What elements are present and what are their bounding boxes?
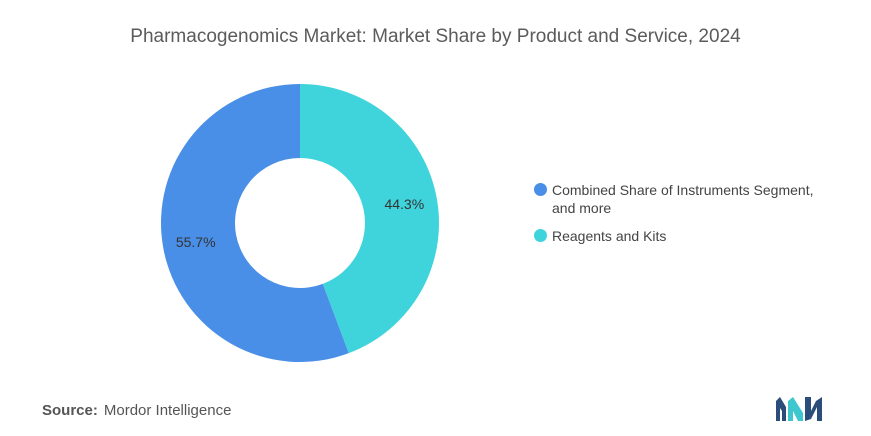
logo-left-part — [776, 397, 786, 421]
data-label-reagents: 44.3% — [384, 196, 424, 212]
legend-item-instruments[interactable]: Combined Share of Instruments Segment, a… — [534, 181, 834, 217]
donut-chart: 44.3% 55.7% — [161, 84, 440, 363]
legend-label-reagents: Reagents and Kits — [552, 228, 667, 244]
legend-swatch-reagents — [534, 229, 547, 242]
slice-instruments[interactable] — [161, 84, 349, 363]
source-key: Source: — [42, 402, 98, 419]
logo-right-part — [805, 397, 822, 421]
legend-swatch-instruments — [534, 183, 547, 196]
data-label-instruments: 55.7% — [176, 234, 216, 250]
slice-reagents[interactable] — [300, 84, 440, 354]
legend-label-instruments: Combined Share of Instruments Segment, a… — [552, 182, 814, 216]
logo-middle-part — [788, 397, 803, 421]
legend-item-reagents[interactable]: Reagents and Kits — [534, 227, 834, 245]
legend: Combined Share of Instruments Segment, a… — [534, 181, 834, 255]
source-value: Mordor Intelligence — [103, 402, 232, 419]
source-line: Source: Mordor Intelligence — [42, 402, 231, 419]
mordor-intelligence-logo-icon — [776, 397, 822, 421]
chart-title: Pharmacogenomics Market: Market Share by… — [130, 26, 741, 47]
